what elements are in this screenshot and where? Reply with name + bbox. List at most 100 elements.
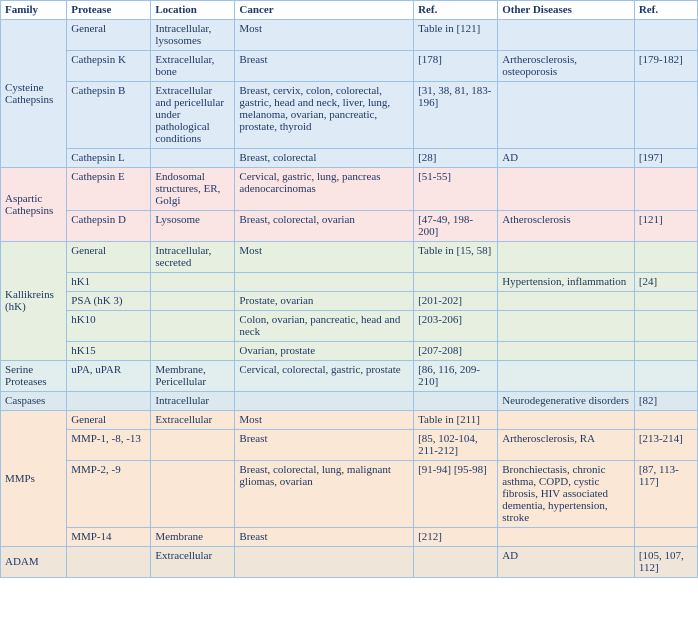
cancer-cell: Breast, colorectal [235, 149, 414, 168]
location-cell: Endosomal structures, ER, Golgi [151, 168, 235, 211]
ref2-cell: [179-182] [634, 51, 697, 82]
table-row: hK10Colon, ovarian, pancreatic, head and… [1, 311, 698, 342]
protease-cell: uPA, uPAR [67, 361, 151, 392]
ref1-cell: [85, 102-104, 211-212] [414, 430, 498, 461]
protease-cell: Cathepsin K [67, 51, 151, 82]
table-row: Aspartic CathepsinsCathepsin EEndosomal … [1, 168, 698, 211]
protease-cell: MMP-2, -9 [67, 461, 151, 528]
ref1-cell [414, 547, 498, 578]
other-cell: Atherosclerosis [498, 211, 635, 242]
location-cell: Extracellular, bone [151, 51, 235, 82]
other-cell: Artherosclerosis, osteoporosis [498, 51, 635, 82]
ref2-cell [634, 528, 697, 547]
protease-cell: Cathepsin E [67, 168, 151, 211]
protease-cell: hK15 [67, 342, 151, 361]
cancer-cell: Breast [235, 51, 414, 82]
protease-cell: Cathepsin B [67, 82, 151, 149]
ref1-cell: [51-55] [414, 168, 498, 211]
col-cancer: Cancer [235, 1, 414, 20]
cancer-cell: Prostate, ovarian [235, 292, 414, 311]
table-row: Cathepsin KExtracellular, boneBreast[178… [1, 51, 698, 82]
ref1-cell [414, 273, 498, 292]
protease-cell: General [67, 411, 151, 430]
family-cell: Caspases [1, 392, 67, 411]
other-cell: Artherosclerosis, RA [498, 430, 635, 461]
ref2-cell: [105, 107, 112] [634, 547, 697, 578]
ref2-cell: [82] [634, 392, 697, 411]
table-row: hK1Hypertension, inflammation[24] [1, 273, 698, 292]
table-row: Cathepsin DLysosomeBreast, colorectal, o… [1, 211, 698, 242]
ref2-cell: [87, 113-117] [634, 461, 697, 528]
col-protease: Protease [67, 1, 151, 20]
cancer-cell: Breast, colorectal, ovarian [235, 211, 414, 242]
ref1-cell: [28] [414, 149, 498, 168]
location-cell: Extracellular [151, 411, 235, 430]
protease-cell [67, 392, 151, 411]
protease-cell: hK1 [67, 273, 151, 292]
table-row: Caspases Intracellular Neurodegenerative d… [1, 392, 698, 411]
ref1-cell: [31, 38, 81, 183-196] [414, 82, 498, 149]
ref2-cell: [121] [634, 211, 697, 242]
location-cell: Intracellular [151, 392, 235, 411]
other-cell [498, 361, 635, 392]
ref2-cell [634, 361, 697, 392]
table-row: Cathepsin LBreast, colorectal[28]AD[197] [1, 149, 698, 168]
ref1-cell [414, 392, 498, 411]
ref2-cell: [213-214] [634, 430, 697, 461]
other-cell: Bronchiectasis, chronic asthma, COPD, cy… [498, 461, 635, 528]
ref1-cell: [86, 116, 209-210] [414, 361, 498, 392]
protease-cell: Cathepsin D [67, 211, 151, 242]
table-row: Cathepsin BExtracellular and pericellula… [1, 82, 698, 149]
other-cell: Neurodegenerative disorders [498, 392, 635, 411]
location-cell: Intracellular, secreted [151, 242, 235, 273]
ref2-cell [634, 82, 697, 149]
other-cell [498, 82, 635, 149]
ref2-cell [634, 242, 697, 273]
protease-cell: MMP-1, -8, -13 [67, 430, 151, 461]
table-row: hK15 Ovarian, prostate[207-208] [1, 342, 698, 361]
ref1-cell: [201-202] [414, 292, 498, 311]
protease-cell: PSA (hK 3) [67, 292, 151, 311]
family-cell: MMPs [1, 411, 67, 547]
table-row: MMP-2, -9 Breast, colorectal, lung, malig… [1, 461, 698, 528]
table-row: PSA (hK 3) Prostate, ovarian[201-202] [1, 292, 698, 311]
header-row: Family Protease Location Cancer Ref. Oth… [1, 1, 698, 20]
family-cell: Cysteine Cathepsins [1, 20, 67, 168]
table-row: MMP-1, -8, -13Breast[85, 102-104, 211-21… [1, 430, 698, 461]
location-cell [151, 292, 235, 311]
location-cell: Membrane [151, 528, 235, 547]
protease-cell: Cathepsin L [67, 149, 151, 168]
other-cell: Hypertension, inflammation [498, 273, 635, 292]
location-cell: Lysosome [151, 211, 235, 242]
col-location: Location [151, 1, 235, 20]
ref1-cell: Table in [121] [414, 20, 498, 51]
ref2-cell: [197] [634, 149, 697, 168]
col-ref2: Ref. [634, 1, 697, 20]
table-row: MMP-14MembraneBreast[212] [1, 528, 698, 547]
family-cell: Aspartic Cathepsins [1, 168, 67, 242]
family-cell: Kallikreins (hK) [1, 242, 67, 361]
cancer-cell: Cervical, colorectal, gastric, prostate [235, 361, 414, 392]
protease-cell: General [67, 242, 151, 273]
family-cell: ADAM [1, 547, 67, 578]
ref2-cell [634, 168, 697, 211]
table-body: Cysteine CathepsinsGeneralIntracellular,… [1, 20, 698, 578]
other-cell [498, 292, 635, 311]
ref1-cell: [207-208] [414, 342, 498, 361]
ref2-cell [634, 20, 697, 51]
family-cell: Serine Proteases [1, 361, 67, 392]
location-cell [151, 273, 235, 292]
other-cell: AD [498, 547, 635, 578]
cancer-cell: Ovarian, prostate [235, 342, 414, 361]
cancer-cell [235, 392, 414, 411]
col-family: Family [1, 1, 67, 20]
ref1-cell: Table in [211] [414, 411, 498, 430]
other-cell [498, 528, 635, 547]
location-cell: Extracellular [151, 547, 235, 578]
cancer-cell: Breast, colorectal, lung, malignant glio… [235, 461, 414, 528]
other-cell [498, 20, 635, 51]
location-cell: Membrane, Pericellular [151, 361, 235, 392]
col-ref1: Ref. [414, 1, 498, 20]
cancer-cell [235, 273, 414, 292]
other-cell [498, 311, 635, 342]
